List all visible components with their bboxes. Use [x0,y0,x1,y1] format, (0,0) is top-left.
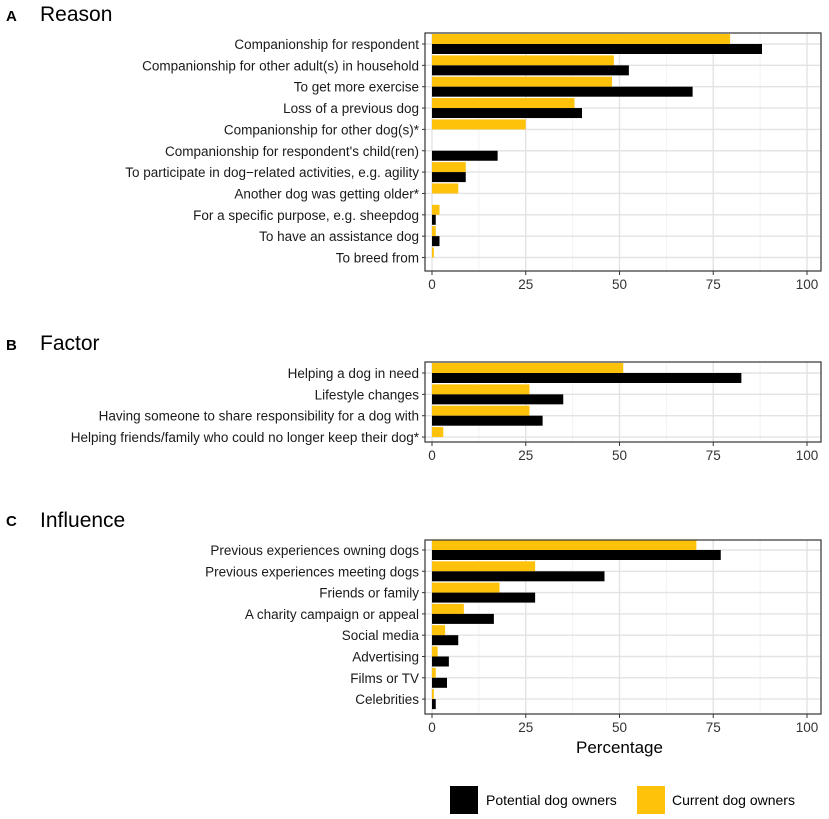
legend: Potential dog owners Current dog owners [450,786,795,814]
legend-swatch-current-dog-owners [637,786,665,814]
panel-a: A Reason Companionship for respondent Compa… [6,3,822,292]
bar-current-advertising [432,646,438,657]
bar-potential-to-participate-in-dog-related-activities [432,172,466,183]
x-tick-label: 75 [706,448,721,463]
bar-potential-advertising [432,656,449,667]
bar-current-loss-of-a-previous-dog [432,98,575,109]
category-label: Celebrities [355,692,419,707]
x-tick-label: 100 [796,720,819,735]
bar-current-companionship-for-other-adult-s-in-house [432,55,614,66]
panel-title: Reason [40,3,112,26]
x-axis-title: Percentage [576,738,663,757]
bar-current-companionship-for-respondent [432,34,731,44]
x-tick-label: 50 [612,448,627,463]
x-tick-label: 100 [796,448,819,463]
bar-potential-to-get-more-exercise [432,86,693,97]
bar-current-to-breed-from [432,247,434,258]
bar-current-previous-experiences-meeting-dogs [432,561,536,572]
legend-label-potential-dog-owners: Potential dog owners [486,792,617,808]
panel-letter: B [6,337,17,354]
category-label: Previous experiences meeting dogs [205,564,419,579]
category-label: Having someone to share responsibility f… [99,409,419,424]
panel-c: C Influence Previous experiences owning do… [6,509,822,757]
panel-letter: A [6,8,17,25]
x-tick-label: 100 [796,277,819,292]
category-label: Helping friends/family who could no long… [71,430,420,445]
bar-current-previous-experiences-owning-dogs [432,540,697,550]
bar-current-friends-or-family [432,582,500,593]
bar-potential-companionship-for-respondent [432,44,762,54]
bar-current-lifestyle-changes [432,384,530,395]
category-label: Helping a dog in need [288,366,419,381]
category-label: Lifestyle changes [315,387,420,402]
x-tick-label: 0 [428,277,436,292]
category-label: For a specific purpose, e.g. sheepdog [193,208,419,223]
x-tick-label: 25 [518,448,533,463]
plot-frame [424,361,822,443]
bar-current-films-or-tv [432,667,436,678]
legend-label-current-dog-owners: Current dog owners [672,792,795,808]
category-label: To get more exercise [294,80,419,95]
x-tick-label: 50 [612,277,627,292]
bar-potential-companionship-for-respondent-s-child-ren [432,150,498,161]
category-label: Companionship for other dog(s)* [224,122,420,137]
x-tick-label: 75 [706,720,721,735]
category-label: Companionship for respondent's child(ren… [165,144,419,159]
bar-potential-a-charity-campaign-or-appeal [432,613,494,624]
plot-frame [424,32,822,272]
panel-b: B Factor Helping a dog in need Lifestyle ch… [6,332,822,463]
bar-potential-having-someone-to-share-responsibility-f [432,415,543,426]
x-tick-label: 0 [428,448,436,463]
category-label: Friends or family [319,586,419,601]
panel-letter: C [6,513,17,530]
bar-potential-previous-experiences-owning-dogs [432,550,721,560]
category-label: To breed from [336,251,419,266]
bar-potential-for-a-specific-purpose-e-g-sheepdog [432,214,436,225]
x-tick-label: 75 [706,277,721,292]
category-label: To have an assistance dog [259,229,419,244]
bar-current-for-a-specific-purpose-e-g-sheepdog [432,204,440,215]
category-label: A charity campaign or appeal [245,607,419,622]
category-label: Social media [342,628,420,643]
x-tick-label: 25 [518,277,533,292]
plot-frame [424,539,822,715]
category-label: Advertising [352,650,419,665]
bar-current-having-someone-to-share-responsibility-f [432,405,530,416]
bar-potential-friends-or-family [432,592,536,603]
bar-potential-previous-experiences-meeting-dogs [432,571,605,582]
bar-current-another-dog-was-getting-older [432,183,459,194]
panel-title: Factor [40,332,100,355]
legend-swatch-potential-dog-owners [450,786,478,814]
x-tick-label: 50 [612,720,627,735]
bar-potential-loss-of-a-previous-dog [432,108,582,119]
bar-current-companionship-for-other-dog-s [432,119,526,130]
category-label: Companionship for respondent [234,37,419,52]
bar-current-social-media [432,625,446,636]
x-tick-label: 25 [518,720,533,735]
x-tick-label: 0 [428,720,436,735]
bar-current-to-get-more-exercise [432,76,612,87]
bar-potential-helping-a-dog-in-need [432,373,742,383]
bar-potential-lifestyle-changes [432,394,564,405]
bar-current-to-participate-in-dog-related-activities [432,162,466,173]
bar-current-to-have-an-assistance-dog [432,226,436,237]
bar-potential-films-or-tv [432,677,447,688]
bar-current-celebrities [432,689,434,700]
category-label: Loss of a previous dog [283,101,419,116]
bar-potential-celebrities [432,699,436,710]
category-label: Films or TV [350,671,419,686]
category-label: Previous experiences owning dogs [210,543,419,558]
category-label: To participate in dog−related activities… [125,165,419,180]
category-label: Another dog was getting older* [234,186,419,201]
category-label: Companionship for other adult(s) in hous… [142,58,419,73]
bar-current-a-charity-campaign-or-appeal [432,603,464,614]
bar-current-helping-a-dog-in-need [432,363,624,373]
bar-current-helping-friends-family-who-could-no-long [432,427,444,438]
panel-title: Influence [40,509,125,532]
bar-potential-companionship-for-other-adult-s-in-house [432,65,629,76]
bar-potential-to-have-an-assistance-dog [432,236,440,247]
bar-potential-social-media [432,635,459,646]
